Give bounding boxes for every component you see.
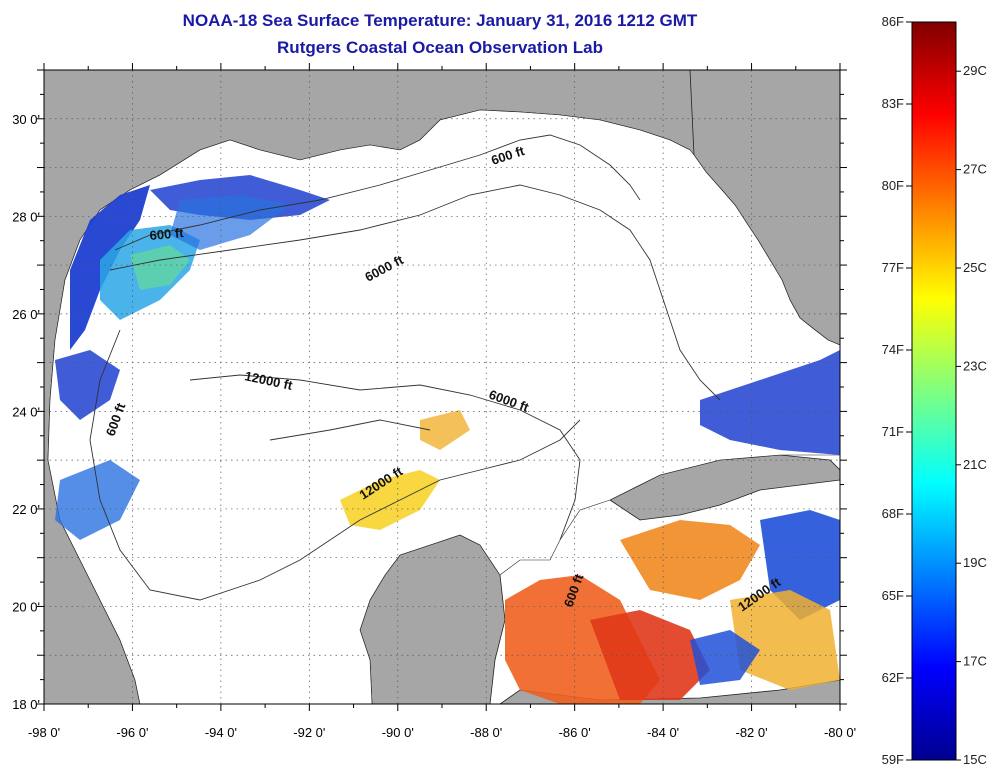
- colorbar-label-c: 27C: [963, 162, 987, 177]
- colorbar-label-f: 65F: [882, 588, 904, 603]
- lat-tick-label: 26 0': [12, 307, 40, 322]
- lat-tick-label: 28 0': [12, 209, 40, 224]
- contour-label: 600 ft: [149, 225, 185, 243]
- lon-tick-label: -98 0': [28, 725, 60, 740]
- colorbar-label-f: 59F: [882, 752, 904, 767]
- colorbar: [911, 21, 957, 761]
- colorbar-label-f: 71F: [882, 424, 904, 439]
- lat-tick-label: 24 0': [12, 404, 40, 419]
- bathymetry-contours: [89, 134, 721, 601]
- colorbar-label-f: 62F: [882, 670, 904, 685]
- lon-tick-label: -84 0': [647, 725, 679, 740]
- lat-lon-grid: [44, 70, 840, 704]
- lon-tick-label: -90 0': [382, 725, 414, 740]
- lat-tick-label: 20 0': [12, 599, 40, 614]
- lon-tick-label: -92 0': [293, 725, 325, 740]
- colorbar-label-c: 15C: [963, 752, 987, 767]
- colorbar-ticks: 86F 83F 80F 77F 74F 71F 68F 65F 62F 59F 29C 27C 25C 2…: [882, 14, 987, 767]
- lon-tick-label: -88 0': [470, 725, 502, 740]
- gulf-nodata: [47, 109, 840, 704]
- colorbar-label-c: 23C: [963, 358, 987, 373]
- lon-tick-label: -86 0': [559, 725, 591, 740]
- colorbar-label-f: 83F: [882, 96, 904, 111]
- lon-tick-label: -80 0': [824, 725, 856, 740]
- colorbar-label-f: 86F: [882, 14, 904, 29]
- colorbar-label-c: 25C: [963, 260, 987, 275]
- map-subtitle: Rutgers Coastal Ocean Observation Lab: [277, 38, 603, 57]
- lon-tick-label: -96 0': [116, 725, 148, 740]
- lon-tick-label: -94 0': [205, 725, 237, 740]
- colorbar-label-c: 17C: [963, 654, 987, 669]
- colorbar-label-f: 77F: [882, 260, 904, 275]
- colorbar-label-f: 68F: [882, 506, 904, 521]
- lon-tick-label: -82 0': [735, 725, 767, 740]
- sst-data: [55, 175, 840, 704]
- colorbar-label-c: 19C: [963, 555, 987, 570]
- lat-tick-label: 30 0': [12, 112, 40, 127]
- axis-ticks: -98 0' -96 0' -94 0' -92 0' -90 0' -88 0' -86 …: [12, 63, 856, 740]
- colorbar-label-f: 80F: [882, 178, 904, 193]
- map-title: NOAA-18 Sea Surface Temperature: January…: [182, 11, 698, 30]
- lat-tick-label: 18 0': [12, 697, 40, 712]
- lat-tick-label: 22 0': [12, 502, 40, 517]
- colorbar-label-f: 74F: [882, 342, 904, 357]
- colorbar-label-c: 21C: [963, 457, 987, 472]
- colorbar-label-c: 29C: [963, 63, 987, 78]
